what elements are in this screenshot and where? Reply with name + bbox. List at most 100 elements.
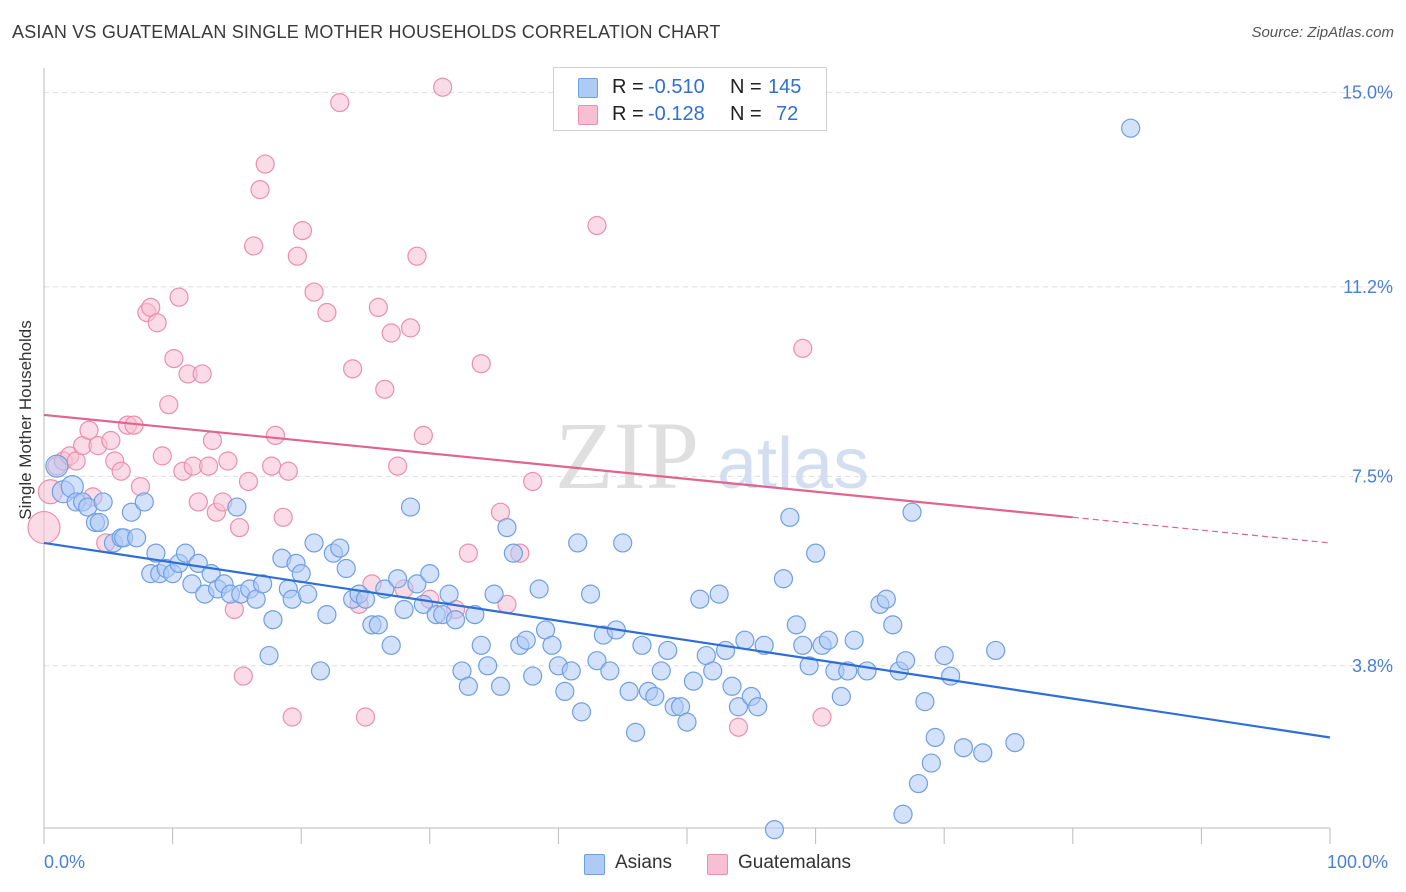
guatemalan-point (218, 451, 238, 471)
asian-point (805, 543, 826, 563)
legend-r-label: R = (612, 76, 644, 98)
legend-row-guatemalans: R = -0.128 N = 72 (554, 101, 826, 127)
asian-point (908, 773, 929, 794)
asian-point (317, 604, 337, 625)
guatemalan-point (265, 425, 286, 445)
asian-point (844, 630, 864, 650)
asian-point (883, 615, 903, 635)
asian-point (561, 661, 581, 681)
asian-point (490, 676, 511, 696)
guatemalan-point (343, 359, 363, 379)
asian-point (263, 610, 283, 630)
asian-point (368, 615, 388, 635)
asian-point (381, 635, 401, 655)
asian-point (400, 497, 421, 517)
asian-point (388, 569, 408, 589)
guatemalan-point (79, 420, 99, 440)
asian-point (227, 497, 247, 517)
asian-point (407, 574, 427, 594)
asian-point (876, 589, 896, 609)
asian-point (146, 543, 166, 563)
guatemalan-point (101, 430, 121, 451)
asian-point (773, 569, 794, 589)
asian-point (336, 558, 356, 579)
guatemalan-point (159, 395, 179, 415)
asian-point (253, 574, 273, 594)
guatemalan-point (728, 717, 749, 737)
guatemalan-point (458, 543, 478, 563)
asian-point (625, 722, 646, 742)
asian-point (780, 507, 800, 527)
legend-n-value: 145 (768, 76, 802, 98)
guatemalan-point (229, 517, 250, 538)
asian-point (915, 692, 935, 712)
asian-point (728, 697, 749, 717)
asian-point (838, 661, 858, 681)
asian-point (529, 579, 549, 599)
asian-point (925, 727, 945, 748)
asian-point (831, 686, 851, 707)
guatemalan-point (152, 446, 172, 466)
asian-point (613, 533, 633, 553)
asian-point (722, 676, 742, 696)
guatemalan-trend-line (43, 413, 1073, 519)
guatemalan-point (375, 379, 395, 399)
asian-point (355, 589, 376, 609)
guatemalan-point (413, 425, 433, 445)
asian-point (503, 543, 523, 563)
bottom-legend-swatch-guatemalans (707, 854, 728, 875)
asian-point (735, 630, 755, 650)
asian-point (986, 640, 1006, 661)
asian-point (471, 635, 491, 655)
guatemalan-point (282, 707, 302, 727)
asian-point (182, 574, 202, 594)
asian-point (764, 820, 785, 840)
asian-point (420, 564, 440, 584)
guatemalan-point (244, 236, 264, 256)
y-tick-labels: 3.8% 7.5% 11.2% 15.0% (1342, 82, 1393, 675)
asian-point (304, 533, 324, 553)
bottom-legend-swatch-asians (584, 854, 605, 875)
asian-point (394, 599, 414, 620)
guatemalan-point (250, 180, 270, 200)
watermark: ZIP atlas (555, 402, 869, 509)
asian-point (439, 584, 459, 604)
guatemalan-point (233, 666, 253, 686)
guatemalan-point (400, 318, 421, 338)
asian-point (478, 656, 498, 676)
asian-point (465, 604, 485, 625)
y-axis-label-wrap: Single Mother Households (6, 260, 46, 580)
asian-points (45, 118, 1141, 840)
asian-point (175, 543, 196, 563)
guatemalan-point (407, 246, 427, 266)
grid-lines (44, 91, 1395, 667)
y-tick-label: 3.8% (1352, 656, 1393, 676)
guatemalan-trend-extension (1072, 516, 1331, 544)
asian-point (516, 630, 536, 650)
asian-point (126, 528, 147, 548)
asian-point (973, 743, 993, 763)
guatemalan-point (433, 77, 453, 97)
legend-n-label: N = (730, 103, 762, 125)
asian-point (497, 517, 517, 538)
guatemalan-point (812, 707, 832, 727)
asian-point (542, 635, 562, 655)
guatemalan-point (255, 154, 275, 174)
axes (43, 68, 1331, 844)
asian-point (580, 584, 601, 604)
asian-point (121, 502, 142, 522)
asian-point (445, 610, 466, 630)
guatemalan-point (388, 456, 408, 476)
asian-point (330, 538, 350, 558)
asian-point (651, 661, 671, 681)
x-tick-min: 0.0% (44, 852, 86, 872)
watermark-atlas: atlas (717, 424, 869, 504)
y-tick-label: 15.0% (1342, 82, 1393, 102)
guatemalan-point (587, 215, 607, 236)
asian-point (709, 584, 729, 604)
asian-point (658, 640, 678, 661)
legend-r-label: R = (612, 103, 644, 125)
asian-point (690, 589, 710, 609)
guatemalan-point (523, 471, 543, 492)
